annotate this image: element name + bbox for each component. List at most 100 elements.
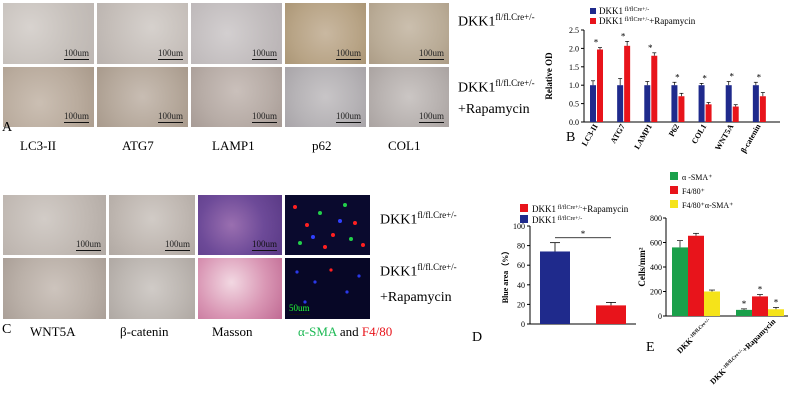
scale-bar: 100um	[335, 111, 361, 121]
x-tick-label: ATG7	[609, 123, 627, 145]
fluorescence-dots	[295, 268, 361, 304]
y-tick-label: 800	[650, 214, 662, 223]
bar	[752, 296, 768, 316]
y-axis-label: Blue area（%）	[500, 247, 510, 304]
legend-label-1: DKK1 fl/flCre+/-	[599, 6, 649, 16]
y-tick-label: 0.0	[569, 118, 579, 127]
bar	[672, 247, 688, 316]
micrograph-a-lc3-ctrl: 100um	[2, 2, 95, 65]
legend-label: α -SMA⁺	[682, 173, 712, 182]
bar	[688, 235, 704, 316]
col-label-a-3: LAMP1	[212, 138, 255, 153]
legend-swatch	[670, 172, 678, 180]
scale-bar-fluor: 50um	[289, 303, 310, 313]
row-label-c-top: DKK1fl/fl.Cre+/-	[380, 210, 457, 228]
x-tick-label: β-catenin	[739, 122, 763, 154]
significance-star: *	[742, 299, 747, 309]
row-label-a-bottom-extra: +Rapamycin	[458, 102, 530, 117]
col-label-a-1: LC3-II	[20, 138, 57, 153]
scale-bar: 100um	[75, 239, 101, 249]
significance-star: *	[702, 73, 707, 83]
label-and: and	[339, 324, 359, 339]
y-tick-label: 0.5	[569, 100, 579, 109]
chart-d: 0 20 40 60 80 100 Blue area（%） * DKK1 fl/flCre+/…	[500, 204, 636, 329]
col-label-c-1: WNT5A	[30, 324, 76, 339]
y-tick-label: 2.0	[569, 44, 579, 53]
row-label-c-bottom: DKK1fl/fl.Cre+/-	[380, 262, 457, 280]
scale-bar: 100um	[335, 48, 361, 58]
col-label-c-3: Masson	[212, 324, 253, 339]
legend-swatch-blue	[520, 215, 528, 223]
legend-swatch-red	[590, 18, 596, 24]
legend-swatch	[670, 186, 678, 194]
bar	[617, 85, 624, 122]
legend-label-2: DKK1 fl/flCre+/-	[532, 215, 582, 225]
scale-bar: 100um	[157, 48, 183, 58]
bar	[725, 85, 732, 122]
panel-letter-c: C	[2, 322, 12, 337]
micrograph-a-lamp1-rapa: 100um	[190, 66, 283, 128]
y-tick-label: 0	[521, 320, 525, 329]
x-tick-label: WNT5A	[713, 122, 735, 152]
y-axis-label: Relative OD	[544, 52, 554, 100]
col-label-c-4: α-SMA and F4/80	[298, 324, 392, 340]
fluorescence-dots	[293, 203, 365, 249]
micrograph-c-masson-rapa	[197, 257, 283, 320]
micrograph-c-fluor-rapa: 50um	[284, 257, 371, 320]
bar	[705, 104, 712, 122]
significance-star: *	[581, 229, 586, 239]
legend-label: F4/80⁺	[682, 187, 705, 196]
bar	[590, 85, 596, 122]
bar	[752, 85, 759, 122]
significance-star: *	[621, 31, 626, 41]
scale-bar: 100um	[63, 111, 89, 121]
legend-swatch-red	[520, 204, 528, 212]
scale-bar: 100um	[251, 111, 277, 121]
significance-star: *	[648, 43, 653, 53]
x-tick-label: P62	[667, 123, 681, 139]
x-tick-label: DKK-1fl/fl.Cre+/-	[675, 317, 713, 355]
y-tick-label: 400	[650, 263, 662, 272]
y-tick-label: 100	[513, 222, 525, 231]
bar	[678, 96, 685, 122]
significance-star: *	[594, 38, 599, 48]
scale-bar: 100um	[164, 239, 190, 249]
significance-star: *	[774, 297, 779, 307]
panel-letter-d: D	[472, 330, 483, 345]
y-tick-label: 200	[650, 288, 662, 297]
y-tick-label: 20	[517, 300, 525, 309]
y-tick-label: 600	[650, 239, 662, 248]
micrograph-a-atg7-ctrl: 100um	[96, 2, 189, 65]
y-tick-label: 1.5	[569, 63, 579, 72]
legend-label: F4/80⁺α-SMA⁺	[682, 201, 733, 210]
legend-label-1: DKK1 fl/flCre+/-+Rapamycin	[532, 204, 629, 214]
panel-letter-a: A	[2, 120, 13, 135]
panel-letter-b: B	[566, 130, 576, 145]
micrograph-a-lc3-rapa: 100um	[2, 66, 95, 128]
scale-bar: 100um	[157, 111, 183, 121]
bar	[704, 291, 720, 316]
bar	[651, 55, 658, 123]
micrograph-a-col1-rapa: 100um	[368, 66, 450, 128]
bar	[671, 85, 678, 122]
x-tick-label: LAMP1	[632, 122, 654, 150]
panel-letter-e: E	[646, 340, 655, 355]
x-tick-label: DKK-1fl/fl.Cre+/-+Rapamycin	[708, 317, 777, 386]
label-f480: F4/80	[361, 324, 393, 339]
row-label-c-bottom-extra: +Rapamycin	[380, 290, 452, 305]
bar	[624, 45, 631, 122]
scale-bar: 100um	[418, 111, 444, 121]
row-label-a-bottom: DKK1fl/fl.Cre+/-	[458, 78, 535, 96]
bar	[597, 49, 603, 123]
col-label-c-2: β-catenin	[120, 324, 169, 339]
scale-bar: 100um	[63, 48, 89, 58]
micrograph-c-fluor-ctrl	[284, 194, 371, 256]
bar	[736, 309, 752, 316]
bar	[644, 85, 651, 122]
bar	[759, 96, 766, 122]
col-label-a-5: COL1	[388, 138, 421, 153]
y-tick-label: 80	[517, 242, 525, 251]
significance-star: *	[675, 72, 680, 82]
micrograph-a-p62-rapa: 100um	[284, 66, 367, 128]
micrograph-a-p62-ctrl: 100um	[284, 2, 367, 65]
